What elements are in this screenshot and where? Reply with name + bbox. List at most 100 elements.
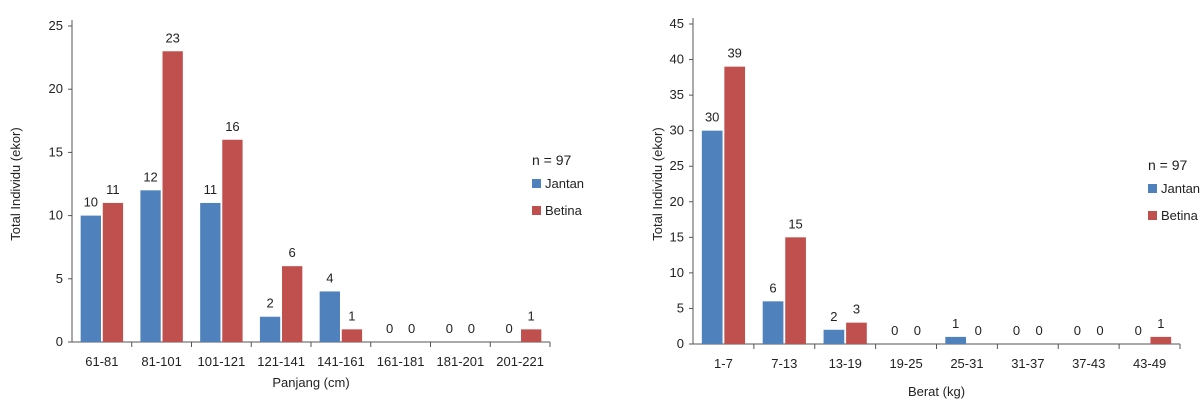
chart-1: 051015202561-81101181-1011223101-1211116… xyxy=(8,18,584,390)
data-label: 2 xyxy=(830,309,837,324)
x-tick-label: 161-181 xyxy=(377,354,425,369)
data-label: 0 xyxy=(975,323,982,338)
x-tick-label: 141-161 xyxy=(317,354,365,369)
bar-betina xyxy=(521,329,542,342)
data-label: 6 xyxy=(769,280,776,295)
y-tick-label: 10 xyxy=(670,265,684,280)
x-tick-label: 61-81 xyxy=(85,354,118,369)
y-tick-label: 25 xyxy=(670,158,684,173)
x-axis-title: Panjang (cm) xyxy=(272,375,349,390)
legend: n = 97 Jantan Betina xyxy=(532,152,584,218)
legend-title: n = 97 xyxy=(1148,157,1188,173)
legend: n = 97 Jantan Betina xyxy=(1148,157,1200,223)
data-label: 12 xyxy=(143,169,157,184)
legend-label-jantan: Jantan xyxy=(545,176,584,191)
data-label: 0 xyxy=(1096,323,1103,338)
bar-jantan xyxy=(701,130,723,344)
data-label: 0 xyxy=(1035,323,1042,338)
y-axis-title: Total Individu (ekor) xyxy=(8,127,23,240)
bar-betina xyxy=(282,266,303,342)
y-tick-label: 45 xyxy=(670,16,684,31)
data-label: 0 xyxy=(505,321,512,336)
bar-jantan xyxy=(140,190,161,342)
y-tick-label: 5 xyxy=(677,300,684,315)
bar-betina xyxy=(724,66,746,345)
bar-betina xyxy=(102,202,124,342)
data-label: 1 xyxy=(528,308,535,323)
y-tick-label: 35 xyxy=(670,87,684,102)
data-label: 0 xyxy=(446,321,453,336)
legend-label-betina: Betina xyxy=(1161,208,1199,223)
x-tick-label: 25-31 xyxy=(950,356,983,371)
data-label: 2 xyxy=(266,296,273,311)
x-tick-label: 31-37 xyxy=(1011,356,1044,371)
x-tick-label: 201-221 xyxy=(496,354,544,369)
bar-betina xyxy=(785,237,806,344)
data-label: 1 xyxy=(952,316,959,331)
bar-betina xyxy=(162,51,183,342)
data-label: 6 xyxy=(289,245,296,260)
data-label: 15 xyxy=(788,216,802,231)
bar-jantan xyxy=(80,215,101,342)
bar-jantan xyxy=(200,202,221,342)
data-label: 0 xyxy=(1074,323,1081,338)
y-axis-title: Total Individu (ekor) xyxy=(650,127,665,240)
legend-swatch-betina xyxy=(1148,211,1157,220)
legend-label-betina: Betina xyxy=(545,203,583,218)
x-tick-label: 19-25 xyxy=(889,356,922,371)
data-label: 0 xyxy=(408,321,415,336)
data-label: 23 xyxy=(165,30,179,45)
data-label: 0 xyxy=(914,323,921,338)
bar-betina xyxy=(846,322,867,344)
y-tick-label: 40 xyxy=(670,52,684,67)
data-label: 39 xyxy=(727,46,741,61)
y-tick-label: 0 xyxy=(56,334,63,349)
bar-betina xyxy=(1150,336,1172,344)
data-label: 10 xyxy=(84,195,98,210)
legend-title: n = 97 xyxy=(532,152,572,168)
bar-betina xyxy=(341,329,363,342)
x-tick-label: 43-49 xyxy=(1133,356,1166,371)
x-tick-label: 7-13 xyxy=(771,356,797,371)
data-label: 0 xyxy=(1135,323,1142,338)
data-label: 16 xyxy=(225,119,239,134)
x-tick-label: 13-19 xyxy=(829,356,862,371)
y-tick-label: 30 xyxy=(670,123,684,138)
x-tick-label: 101-121 xyxy=(198,354,246,369)
bar-jantan xyxy=(259,316,281,342)
data-label: 30 xyxy=(705,110,719,125)
data-label: 0 xyxy=(891,323,898,338)
y-tick-label: 15 xyxy=(49,144,63,159)
y-tick-label: 20 xyxy=(670,194,684,209)
data-label: 0 xyxy=(1013,323,1020,338)
legend-swatch-betina xyxy=(532,206,541,215)
legend-label-jantan: Jantan xyxy=(1161,181,1200,196)
data-label: 0 xyxy=(468,321,475,336)
y-tick-label: 20 xyxy=(49,81,63,96)
y-tick-label: 10 xyxy=(49,208,63,223)
x-axis-title: Berat (kg) xyxy=(908,384,965,399)
data-label: 4 xyxy=(326,270,333,285)
legend-swatch-jantan xyxy=(532,179,541,188)
data-label: 1 xyxy=(1157,316,1164,331)
bar-jantan xyxy=(823,329,845,344)
y-tick-label: 5 xyxy=(56,271,63,286)
data-label: 11 xyxy=(204,182,218,197)
data-label: 1 xyxy=(348,308,355,323)
bar-jantan xyxy=(319,291,340,342)
data-label: 11 xyxy=(106,182,120,197)
y-tick-label: 15 xyxy=(670,229,684,244)
bar-betina xyxy=(222,139,243,342)
data-label: 3 xyxy=(853,302,860,317)
data-label: 0 xyxy=(386,321,393,336)
x-tick-label: 1-7 xyxy=(714,356,733,371)
bar-jantan xyxy=(762,301,784,344)
x-tick-label: 37-43 xyxy=(1072,356,1105,371)
legend-swatch-jantan xyxy=(1148,184,1157,193)
x-tick-label: 121-141 xyxy=(257,354,305,369)
bar-jantan xyxy=(945,336,967,344)
y-tick-label: 25 xyxy=(49,18,63,33)
x-tick-label: 81-101 xyxy=(141,354,181,369)
